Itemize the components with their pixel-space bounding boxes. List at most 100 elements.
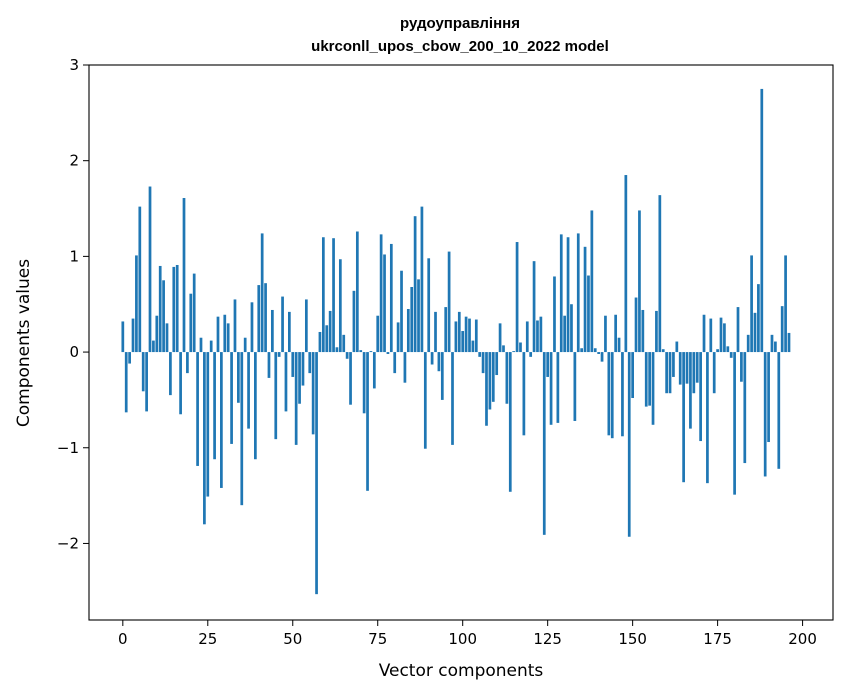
x-tick-label: 0 [118, 630, 128, 648]
bar [145, 352, 148, 412]
bar [315, 352, 318, 595]
bar [369, 351, 373, 353]
bar [410, 287, 414, 353]
y-tick-label: −1 [57, 439, 79, 457]
bar [491, 352, 495, 402]
bar [254, 352, 257, 460]
bar [587, 275, 590, 353]
bar [383, 254, 386, 353]
y-axis-ticks: −2 −1 0 1 2 3 [57, 56, 89, 552]
bar [593, 348, 597, 353]
bar [740, 352, 743, 382]
bar [648, 352, 651, 406]
bar [328, 310, 332, 353]
bar [308, 352, 312, 374]
bars-group [121, 88, 791, 595]
bar [152, 340, 155, 353]
bar [706, 352, 709, 484]
bar [372, 352, 376, 389]
bar [417, 279, 420, 353]
bar [631, 352, 634, 398]
bar [549, 352, 553, 425]
bar [512, 351, 516, 353]
bar [345, 352, 349, 359]
bar [461, 331, 465, 353]
bar [760, 88, 764, 353]
bar [743, 352, 747, 464]
bar [260, 233, 264, 353]
bar [386, 352, 390, 354]
bar [457, 311, 461, 353]
bar [570, 304, 573, 353]
bar [186, 352, 189, 374]
bar [182, 198, 186, 353]
bar [131, 318, 135, 353]
bar [257, 285, 261, 353]
bar [702, 314, 706, 353]
chart-title-line2: ukrconll_upos_cbow_200_10_2022 model [311, 38, 609, 55]
bar [634, 297, 638, 353]
bar [230, 352, 233, 444]
bar [389, 243, 393, 353]
bar [573, 352, 577, 421]
bar [716, 349, 719, 353]
x-axis-label: Vector components [379, 661, 544, 681]
bar [318, 331, 322, 353]
bar [723, 323, 726, 353]
bar [332, 238, 335, 353]
bar [420, 206, 424, 353]
bar [165, 323, 169, 353]
bar [141, 352, 145, 392]
bar [597, 352, 601, 354]
bar [352, 290, 356, 353]
bar [559, 234, 563, 353]
bar [199, 337, 203, 353]
bar [699, 352, 702, 442]
bar [216, 316, 220, 353]
bar [209, 340, 213, 353]
bar [267, 352, 271, 378]
bar [556, 352, 560, 423]
bar [121, 321, 125, 353]
x-tick-label: 125 [533, 630, 562, 648]
bar [158, 265, 162, 353]
y-tick-label: 2 [69, 152, 79, 170]
bar [780, 306, 784, 353]
bar [471, 340, 475, 353]
bar [525, 321, 529, 353]
bar [641, 309, 645, 353]
bar [444, 307, 448, 353]
bar [638, 210, 641, 353]
x-tick-label: 50 [283, 630, 302, 648]
bar [695, 352, 699, 383]
bar [685, 352, 689, 384]
bar [767, 352, 770, 443]
chart-title-line1: рудоуправління [400, 15, 520, 32]
bar [580, 348, 584, 353]
bar [624, 175, 628, 353]
bar [427, 258, 431, 353]
bar [542, 352, 546, 535]
bar [124, 352, 128, 413]
bar [128, 352, 131, 364]
bar [148, 186, 152, 353]
bar [430, 352, 434, 365]
bar [495, 352, 499, 376]
y-tick-label: 1 [69, 247, 79, 265]
bar [672, 352, 675, 377]
bar [553, 276, 556, 353]
bar [464, 316, 468, 353]
bar [454, 321, 458, 353]
bar [213, 352, 216, 460]
bar [763, 352, 767, 477]
bar [138, 206, 142, 353]
bar [355, 231, 359, 353]
bar [515, 242, 519, 353]
bar [203, 352, 206, 525]
bar [478, 352, 482, 357]
bar [661, 349, 665, 353]
y-axis-label: Components values [14, 259, 34, 427]
bar [366, 352, 369, 491]
bar [223, 314, 227, 353]
